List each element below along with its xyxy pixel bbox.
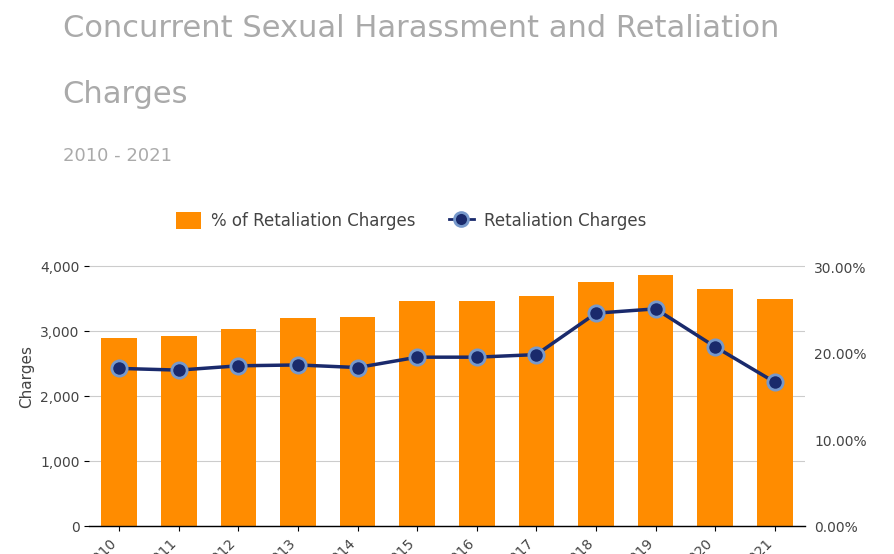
Bar	[637, 275, 673, 526]
Bar	[459, 301, 494, 526]
Bar	[519, 296, 554, 526]
Bar	[697, 289, 733, 526]
Y-axis label: Charges: Charges	[20, 345, 35, 408]
Bar	[757, 299, 793, 526]
Bar	[280, 318, 316, 526]
Text: 2010 - 2021: 2010 - 2021	[63, 147, 172, 165]
Bar	[340, 317, 375, 526]
Legend: % of Retaliation Charges, Retaliation Charges: % of Retaliation Charges, Retaliation Ch…	[170, 205, 653, 237]
Text: Concurrent Sexual Harassment and Retaliation: Concurrent Sexual Harassment and Retalia…	[63, 14, 779, 43]
Bar	[578, 282, 614, 526]
Bar	[221, 329, 257, 526]
Text: Charges: Charges	[63, 80, 188, 109]
Bar	[101, 338, 137, 526]
Bar	[400, 301, 435, 526]
Bar	[161, 336, 197, 526]
